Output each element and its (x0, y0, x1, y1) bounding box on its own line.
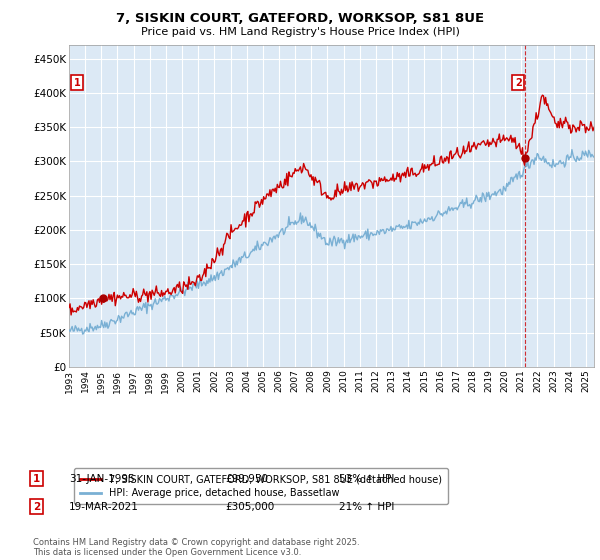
Legend: 7, SISKIN COURT, GATEFORD, WORKSOP, S81 8UE (detached house), HPI: Average price: 7, SISKIN COURT, GATEFORD, WORKSOP, S81 … (74, 468, 448, 504)
Text: £305,000: £305,000 (225, 502, 274, 512)
Text: Contains HM Land Registry data © Crown copyright and database right 2025.
This d: Contains HM Land Registry data © Crown c… (33, 538, 359, 557)
Text: 2: 2 (515, 78, 521, 88)
Text: 1: 1 (33, 474, 40, 484)
Text: 19-MAR-2021: 19-MAR-2021 (69, 502, 139, 512)
Text: 1: 1 (74, 78, 80, 88)
Text: 21% ↑ HPI: 21% ↑ HPI (339, 502, 394, 512)
Text: 7, SISKIN COURT, GATEFORD, WORKSOP, S81 8UE: 7, SISKIN COURT, GATEFORD, WORKSOP, S81 … (116, 12, 484, 25)
Text: 53% ↑ HPI: 53% ↑ HPI (339, 474, 394, 484)
Text: 2: 2 (33, 502, 40, 512)
Text: £99,950: £99,950 (225, 474, 268, 484)
Text: Price paid vs. HM Land Registry's House Price Index (HPI): Price paid vs. HM Land Registry's House … (140, 27, 460, 37)
Text: 31-JAN-1995: 31-JAN-1995 (69, 474, 134, 484)
